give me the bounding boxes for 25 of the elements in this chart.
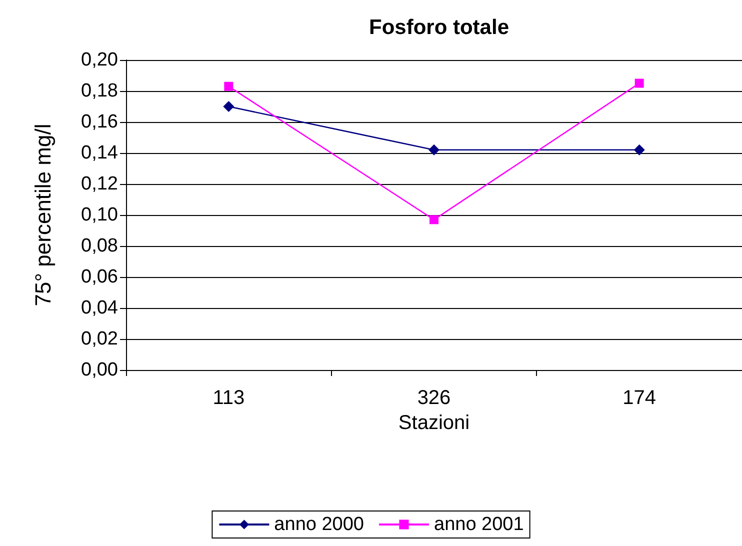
point [428, 144, 440, 156]
y-tick-label: 0,04 [81, 298, 118, 318]
legend-label: anno 2001 [434, 514, 524, 535]
point [430, 215, 438, 224]
y-tick-label: 0,10 [81, 204, 118, 226]
y-tick-label: 0,12 [81, 174, 118, 194]
chart-title: Fosforo totale [369, 16, 509, 39]
y-tick-label: 0,20 [81, 50, 118, 70]
y-tick-label: 0,18 [81, 80, 118, 102]
point [224, 82, 234, 91]
y-tick-label: 0,08 [81, 236, 118, 256]
y-tick-label: 0,16 [81, 112, 118, 132]
legend-label: anno 2000 [274, 514, 364, 535]
y-axis-title: 75° percentile mg/l [30, 124, 56, 306]
x-tick-label: 326 [417, 387, 451, 409]
point [634, 78, 644, 88]
point [223, 101, 234, 112]
x-tick-label: 113 [212, 387, 245, 409]
x-tick-label: 174 [622, 387, 656, 409]
x-axis-title: Stazioni [398, 412, 470, 434]
y-tick-label: 0,02 [81, 328, 118, 350]
y-tick-label: 0,14 [81, 142, 118, 164]
y-tick-label: 0,06 [81, 266, 118, 288]
y-tick-label: 0,00 [81, 360, 118, 380]
point [634, 144, 645, 156]
